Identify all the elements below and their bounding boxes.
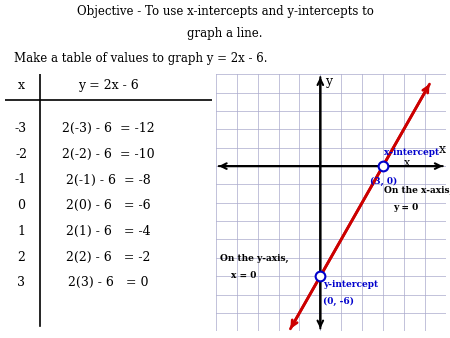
Text: 2(0) - 6   = -6: 2(0) - 6 = -6 [66, 199, 150, 212]
Text: 2(-1) - 6  = -8: 2(-1) - 6 = -8 [66, 173, 150, 187]
Text: x = 0: x = 0 [230, 271, 256, 280]
Text: (0, -6): (0, -6) [324, 296, 355, 306]
Text: 2(-2) - 6  = -10: 2(-2) - 6 = -10 [62, 148, 154, 161]
Text: y = 2x - 6: y = 2x - 6 [78, 79, 139, 92]
Text: graph a line.: graph a line. [187, 27, 263, 40]
Text: 0: 0 [17, 199, 25, 212]
Text: y: y [325, 75, 333, 88]
Text: On the y-axis,: On the y-axis, [220, 254, 289, 263]
Text: y = 0: y = 0 [393, 203, 419, 212]
Text: 1: 1 [17, 225, 25, 238]
Text: 2(1) - 6   = -4: 2(1) - 6 = -4 [66, 225, 150, 238]
Text: x-intercept: x-intercept [384, 148, 439, 157]
Text: On the x-axis,: On the x-axis, [384, 186, 450, 195]
Text: 3: 3 [17, 276, 25, 289]
Text: -3: -3 [15, 122, 27, 135]
Text: 2(2) - 6   = -2: 2(2) - 6 = -2 [66, 250, 150, 264]
Text: -2: -2 [15, 148, 27, 161]
Text: 2(3) - 6   = 0: 2(3) - 6 = 0 [68, 276, 148, 289]
Text: Objective - To use x-intercepts and y-intercepts to: Objective - To use x-intercepts and y-in… [76, 5, 373, 18]
Text: y-intercept: y-intercept [324, 280, 378, 289]
Text: 2: 2 [17, 250, 25, 264]
Text: -1: -1 [15, 173, 27, 187]
Text: Make a table of values to graph y = 2x - 6.: Make a table of values to graph y = 2x -… [14, 52, 267, 65]
Text: x: x [18, 79, 25, 92]
Text: x: x [439, 143, 446, 156]
Text: 2(-3) - 6  = -12: 2(-3) - 6 = -12 [62, 122, 154, 135]
Text: x: x [404, 158, 410, 168]
Text: (3, 0): (3, 0) [370, 177, 398, 186]
